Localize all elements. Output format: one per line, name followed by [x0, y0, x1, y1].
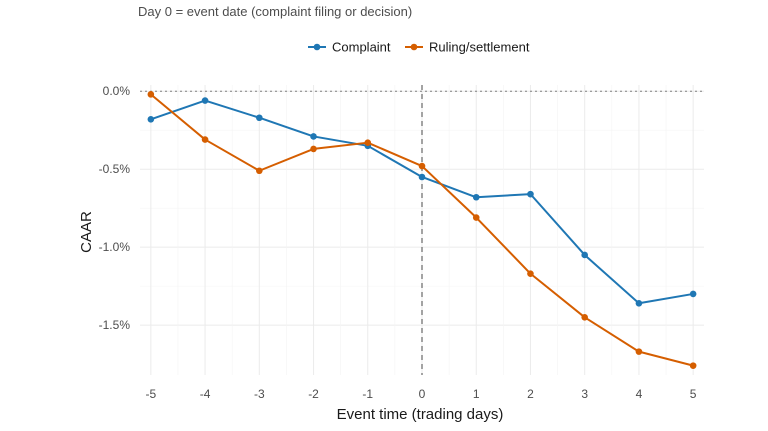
x-tick-label: -2	[308, 387, 319, 401]
legend: Complaint Ruling/settlement	[308, 40, 530, 55]
y-axis-title: CAAR	[78, 211, 95, 253]
x-axis-ticks: -5 -4 -3 -2 -1 0 1 2 3 4 5	[146, 387, 697, 401]
data-point-complaint	[310, 133, 317, 140]
legend-label: Ruling/settlement	[429, 40, 530, 55]
y-axis-ticks: 0.0% -0.5% -1.0% -1.5%	[99, 84, 131, 332]
legend-item-complaint: Complaint	[308, 40, 391, 55]
y-tick-label: -1.5%	[99, 318, 131, 332]
data-point-ruling-settlement	[527, 270, 534, 277]
x-tick-label: -4	[200, 387, 211, 401]
data-point-ruling-settlement	[418, 162, 426, 170]
series-ruling-settlement	[147, 91, 697, 369]
y-tick-label: 0.0%	[103, 84, 131, 98]
x-tick-label: -3	[254, 387, 265, 401]
x-tick-label: 5	[690, 387, 697, 401]
legend-key-point	[410, 43, 418, 51]
data-point-complaint	[689, 290, 697, 298]
data-point-complaint	[256, 114, 263, 122]
x-tick-label: -1	[362, 387, 373, 401]
data-point-complaint	[581, 251, 588, 259]
data-point-ruling-settlement	[635, 348, 643, 355]
data-point-complaint	[147, 116, 155, 123]
data-point-complaint	[201, 97, 209, 104]
data-point-ruling-settlement	[689, 362, 697, 369]
data-point-complaint	[527, 190, 534, 198]
x-tick-label: 0	[419, 387, 426, 401]
data-point-ruling-settlement	[310, 145, 317, 153]
legend-label: Complaint	[332, 40, 391, 55]
x-tick-label: 3	[581, 387, 588, 401]
data-point-ruling-settlement	[147, 91, 155, 98]
y-tick-label: -0.5%	[99, 162, 131, 176]
data-point-ruling-settlement	[256, 167, 263, 175]
x-tick-label: 2	[527, 387, 534, 401]
y-tick-label: -1.0%	[99, 240, 131, 254]
data-point-ruling-settlement	[581, 314, 588, 321]
x-tick-label: 4	[636, 387, 643, 401]
data-point-complaint	[635, 299, 643, 307]
legend-key-point	[313, 43, 321, 51]
reference-lines	[140, 85, 704, 375]
series-layer	[147, 91, 697, 369]
data-point-complaint	[418, 173, 426, 181]
x-tick-label: -5	[146, 387, 157, 401]
data-point-ruling-settlement	[364, 139, 372, 146]
data-point-complaint	[472, 193, 480, 201]
x-axis-title: Event time (trading days)	[337, 406, 504, 423]
data-point-ruling-settlement	[472, 214, 480, 221]
x-tick-label: 1	[473, 387, 480, 401]
grid	[140, 85, 704, 375]
legend-item-ruling-settlement: Ruling/settlement	[405, 40, 530, 55]
data-point-ruling-settlement	[201, 136, 209, 143]
chart-subtitle: Day 0 = event date (complaint filing or …	[138, 4, 412, 19]
